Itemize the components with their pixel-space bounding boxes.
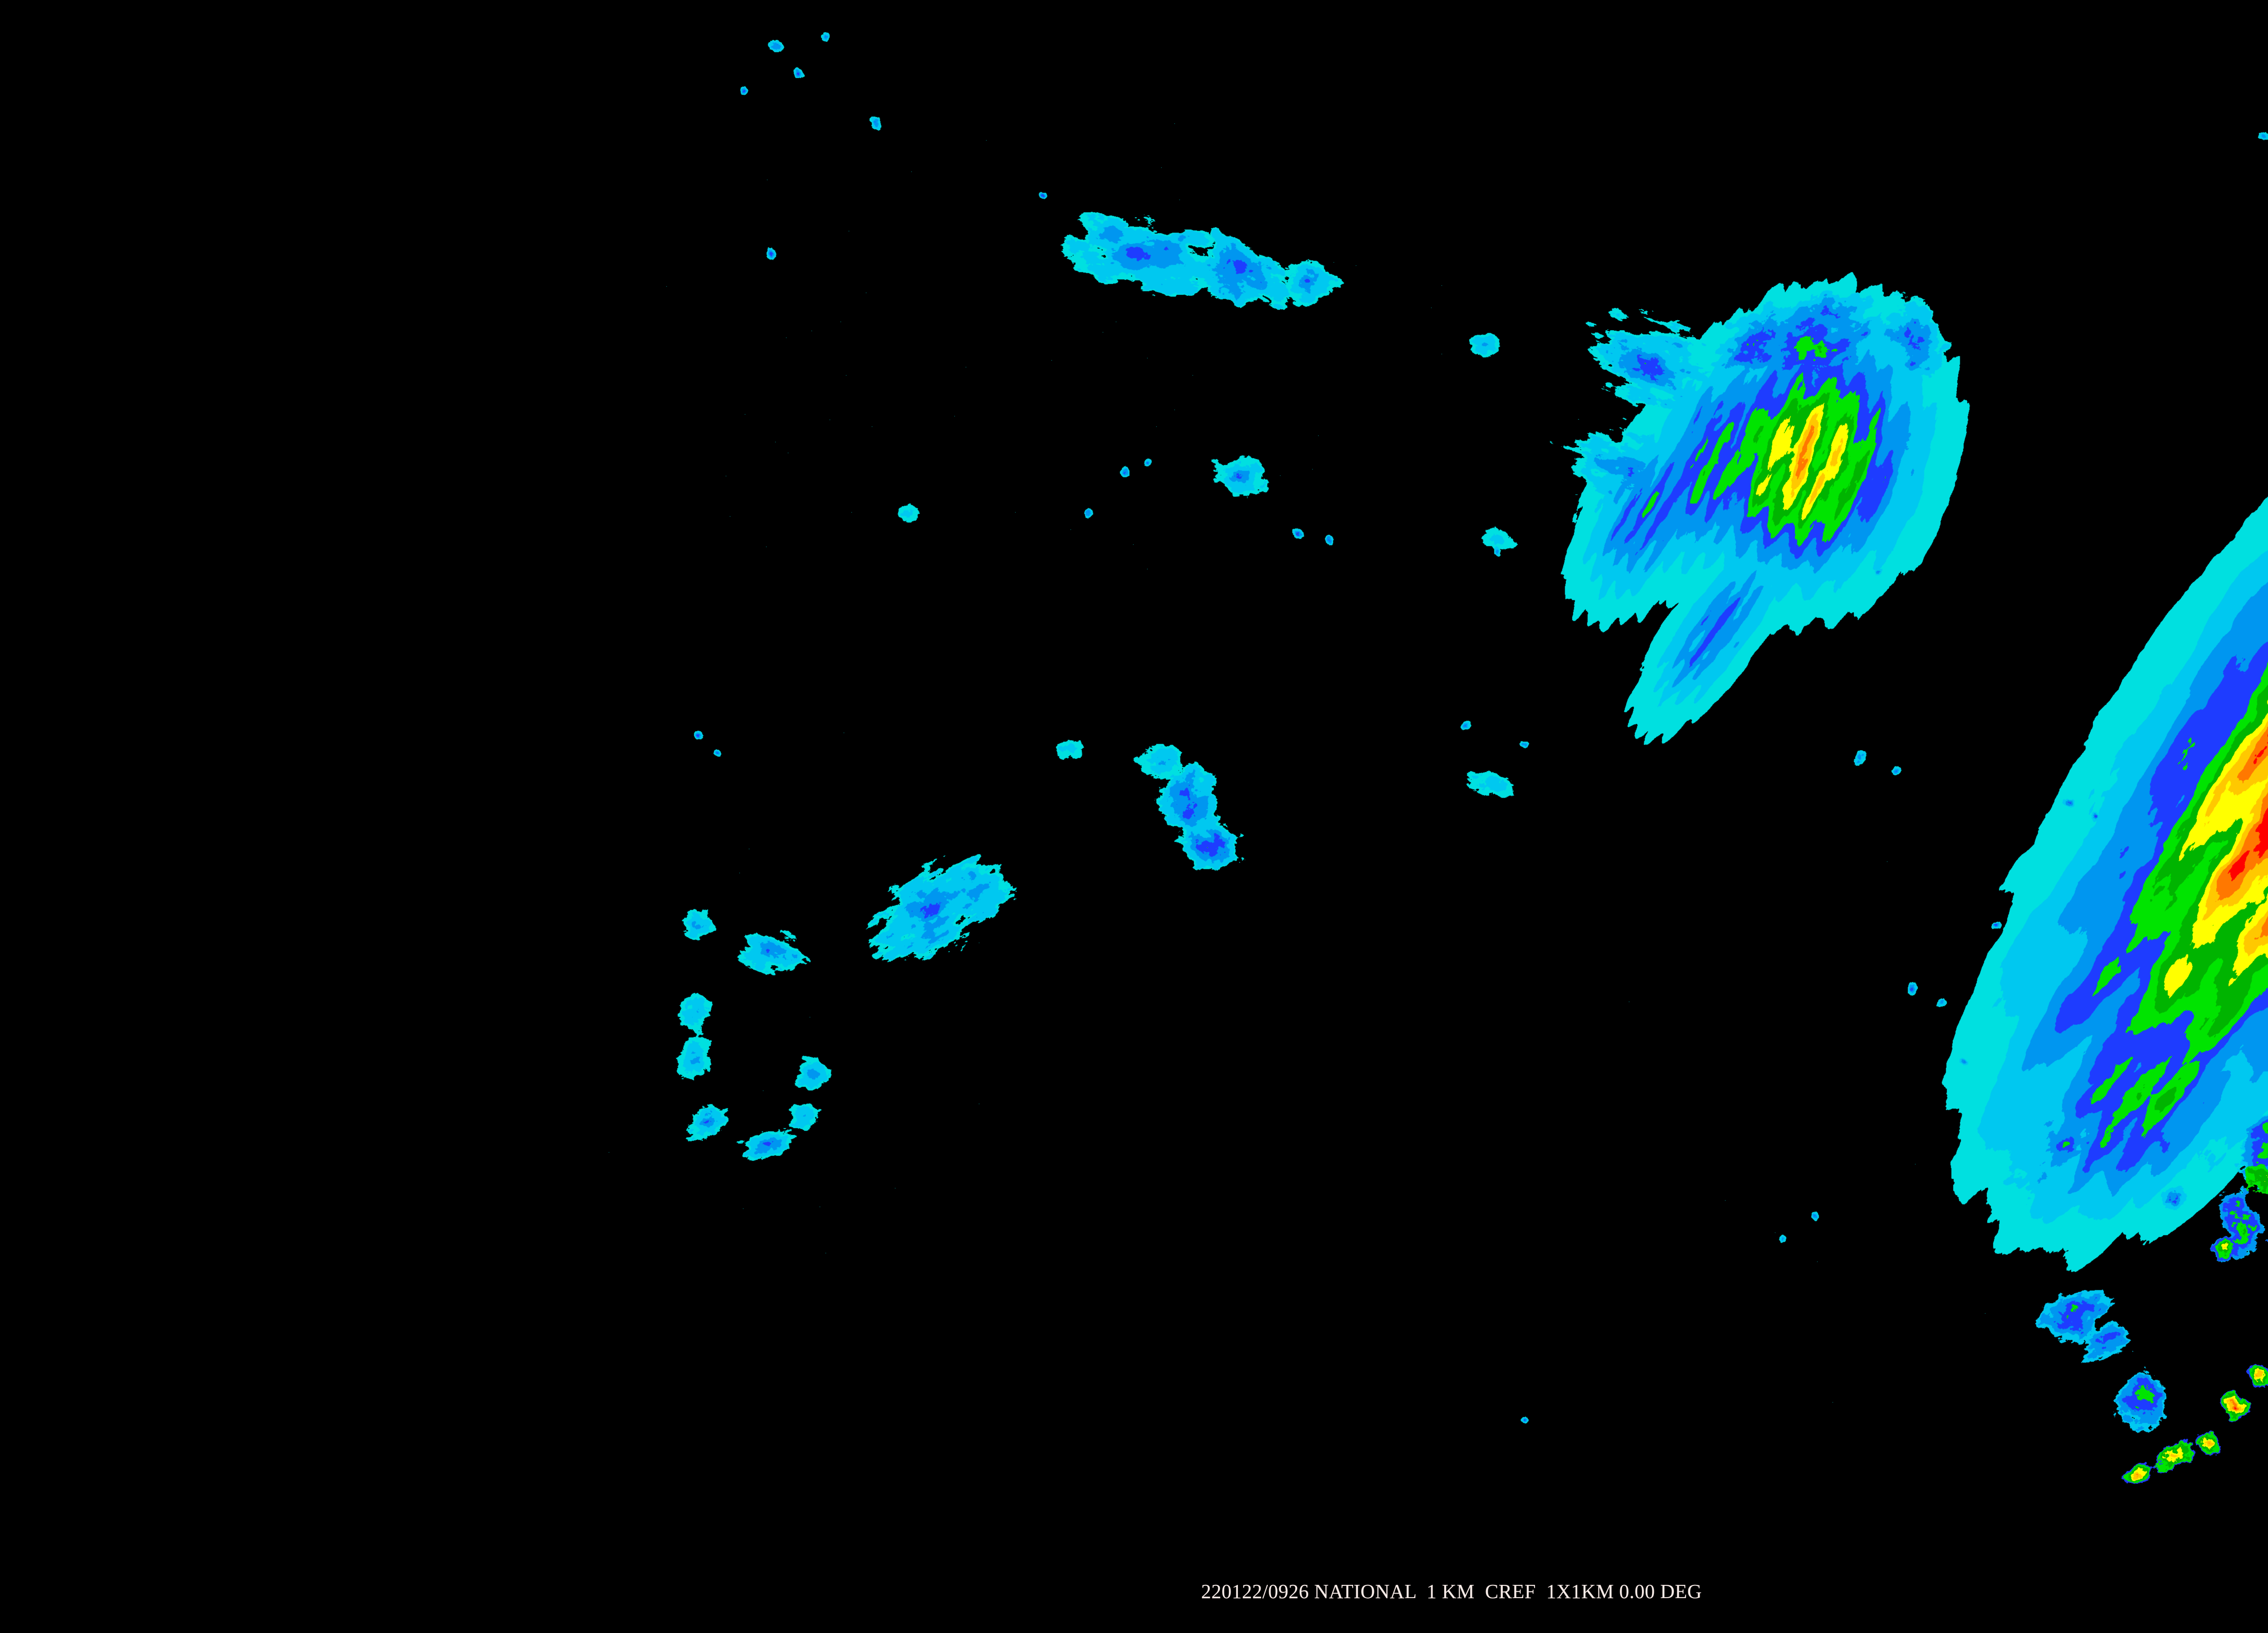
- radar-display: 220122/0926 NATIONAL 1 KM CREF 1X1KM 0.0…: [0, 0, 2268, 1633]
- radar-reflectivity-canvas: [0, 0, 2268, 1633]
